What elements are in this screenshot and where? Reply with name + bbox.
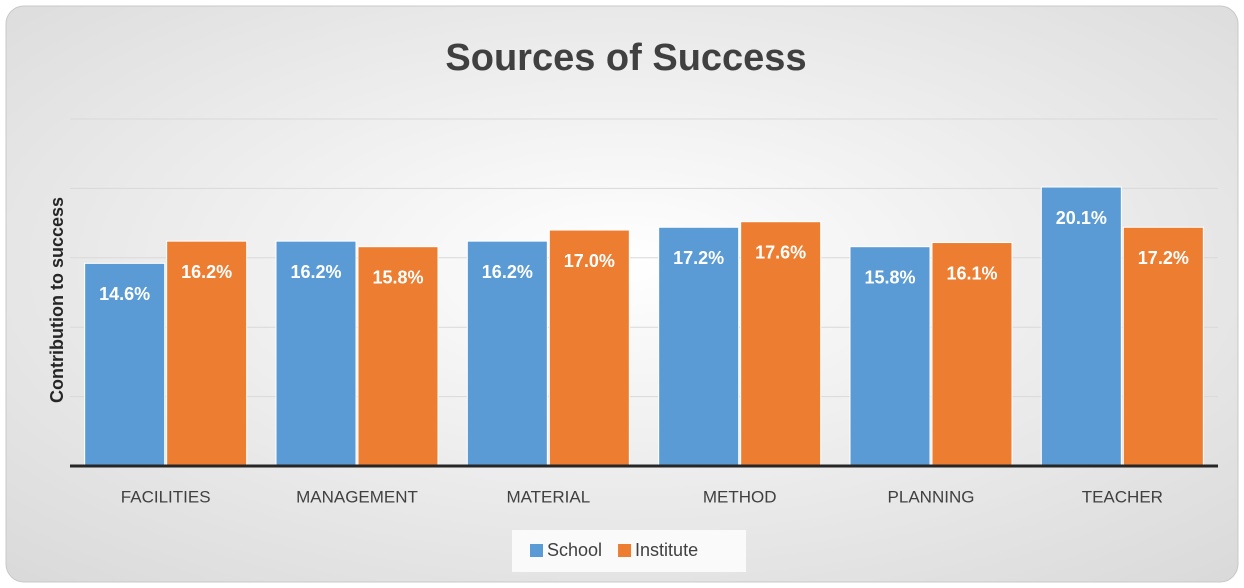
data-label: 16.2% [181,262,232,282]
data-label: 17.2% [673,248,724,268]
data-label: 17.2% [1138,248,1189,268]
data-label: 16.1% [946,263,997,283]
x-tick-label: MATERIAL [506,487,590,506]
data-label: 15.8% [372,267,423,287]
bar [466,240,548,467]
x-tick-label: FACILITIES [121,487,211,506]
data-label: 16.2% [482,262,533,282]
x-tick-label: METHOD [703,487,777,506]
bar [275,240,357,467]
data-label: 17.6% [755,242,806,262]
data-label: 16.2% [290,262,341,282]
bar [357,246,439,467]
legend-swatch [618,544,632,557]
data-label: 17.0% [564,251,615,271]
legend-swatch [530,544,543,557]
bar [931,242,1013,467]
chart-title: Sources of Success [445,37,806,79]
legend-label: School [547,540,602,560]
bar [1122,226,1204,467]
bar [658,226,740,467]
bar [849,246,931,467]
legend-label: Institute [635,540,698,560]
data-label: 20.1% [1056,208,1107,228]
bar [166,240,248,467]
y-axis-label: Contribution to success [47,197,67,403]
x-tick-label: PLANNING [888,487,975,506]
bar [1040,186,1122,467]
bar [84,262,166,467]
data-label: 15.8% [864,267,915,287]
x-tick-label: MANAGEMENT [296,487,418,506]
x-tick-label: TEACHER [1082,487,1163,506]
data-label: 14.6% [99,284,150,304]
bar [740,221,822,467]
